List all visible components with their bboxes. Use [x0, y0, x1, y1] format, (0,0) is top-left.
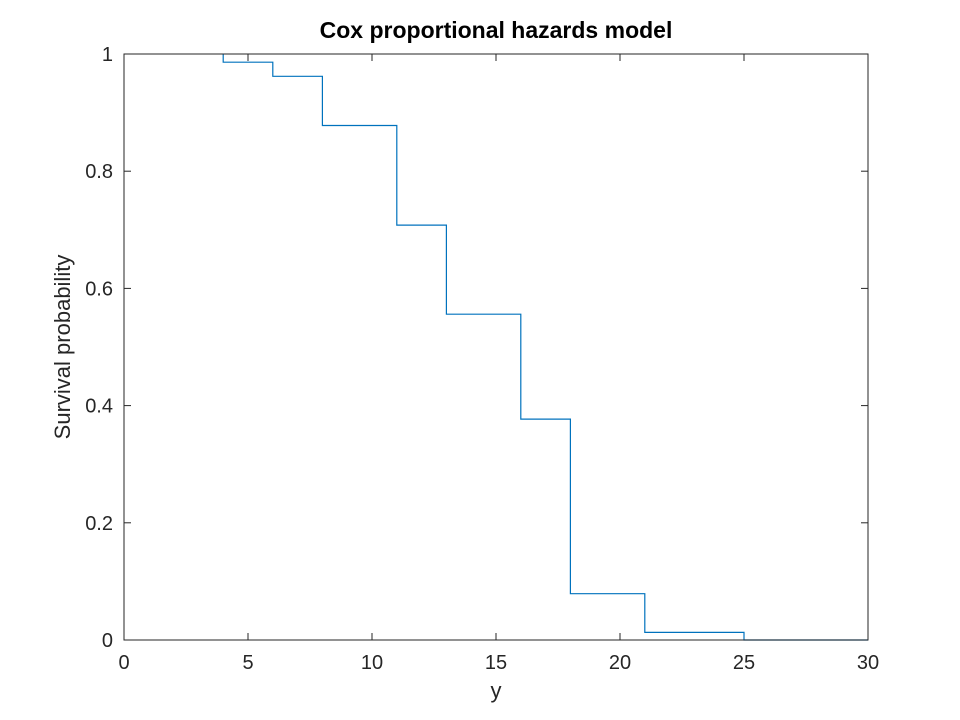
y-tick-label: 0: [102, 630, 113, 652]
x-axis-label: y: [491, 678, 502, 703]
survival-step-line: [222, 54, 868, 641]
x-tick-label: 0: [118, 652, 129, 674]
y-tick-label: 0.2: [85, 513, 113, 535]
chart-title: Cox proportional hazards model: [320, 17, 673, 43]
x-tick-label: 30: [857, 652, 879, 674]
x-tick-label: 15: [485, 652, 507, 674]
axis-ticks: 0 5 10 15 20 25 30 0 0.2 0.4 0.6 0.8 1: [85, 44, 879, 674]
y-tick-label: 0.6: [85, 278, 113, 300]
y-axis-label: Survival probability: [50, 255, 75, 440]
x-tick-label: 10: [361, 652, 383, 674]
x-tick-label: 20: [609, 652, 631, 674]
y-tick-label: 0.4: [85, 396, 113, 418]
y-tick-label: 1: [102, 44, 113, 66]
plot-frame: [123, 53, 869, 641]
series-group: [222, 54, 868, 641]
y-tick-label: 0.8: [85, 161, 113, 183]
x-tick-label: 25: [733, 652, 755, 674]
x-tick-label: 5: [242, 652, 253, 674]
